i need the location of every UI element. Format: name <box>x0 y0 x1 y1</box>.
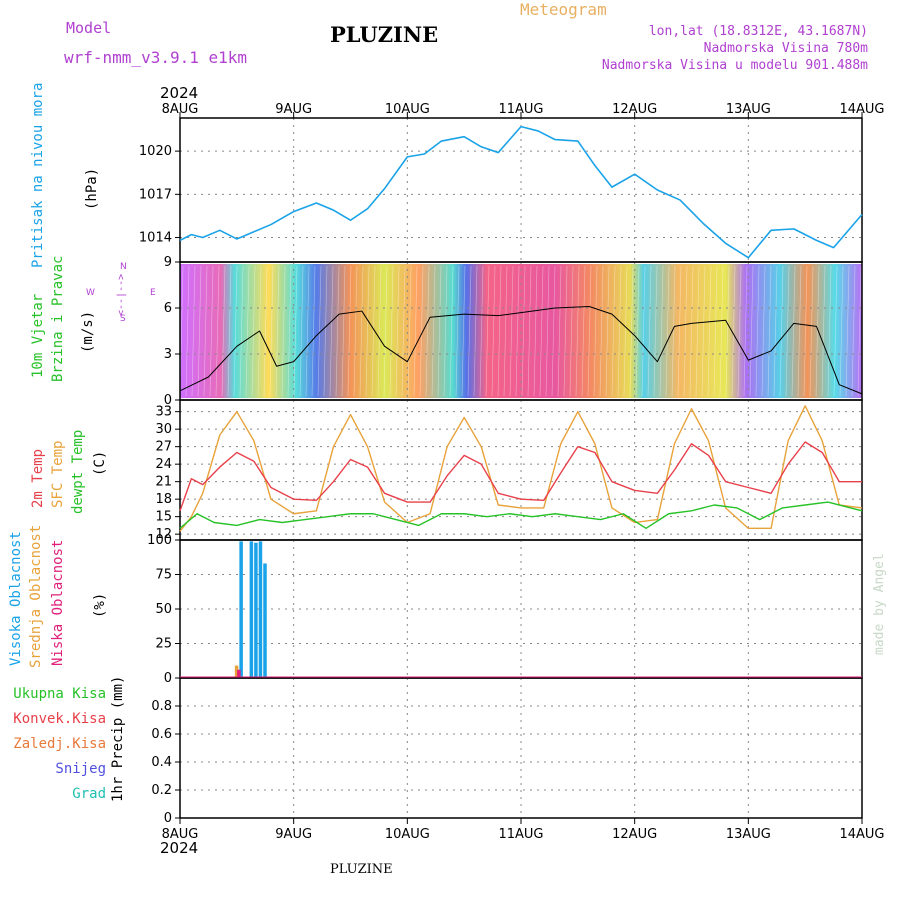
model-altitude-label: Nadmorska Visina u modelu 901.488m <box>601 58 868 73</box>
y-tick-label: 0.2 <box>151 783 172 798</box>
compass-w: W <box>86 288 95 298</box>
y-tick-label: 1020 <box>139 144 172 159</box>
altitude-label: Nadmorska Visina 780m <box>703 41 868 56</box>
y-tick-label: 25 <box>155 637 172 652</box>
cloud-bar <box>249 541 254 677</box>
y-tick-label: 0.6 <box>151 727 172 742</box>
meteogram-label: Meteogram <box>520 0 607 19</box>
year-top: 2024 <box>160 84 199 102</box>
y-tick-label: 12 <box>155 527 172 542</box>
y-tick-label: 24 <box>155 457 172 472</box>
precip-label-3: Zaledj.Kisa <box>13 736 106 752</box>
cloud-bar <box>263 563 267 677</box>
precip-label-4: Snijeg <box>55 761 106 777</box>
date-label-bottom: 11AUG <box>498 827 543 842</box>
y-tick-label: 0 <box>164 811 172 826</box>
y-tick-label: 50 <box>155 602 172 617</box>
compass-n: N <box>120 262 127 272</box>
wind-speed-line <box>179 305 863 395</box>
date-label-bottom: 12AUG <box>612 827 657 842</box>
y-tick-label: 21 <box>155 475 172 490</box>
date-label-bottom: 8AUG <box>162 827 199 842</box>
temp-2m-line <box>179 441 862 512</box>
y-tick-label: 0 <box>164 393 172 408</box>
cloud-bar <box>239 541 243 677</box>
date-label-bottom: 9AUG <box>275 827 312 842</box>
precip-label-5: Grad <box>72 786 106 802</box>
y-tick-label: 75 <box>155 568 172 583</box>
compass-e: E <box>150 288 156 298</box>
y-tick-label: 0 <box>164 671 172 686</box>
y-tick-label: 1014 <box>139 231 172 246</box>
date-label-bottom: 14AUG <box>839 827 884 842</box>
precip-label-1: Ukupna Kisa <box>13 686 106 702</box>
y-tick-label: 9 <box>164 255 172 270</box>
y-tick-label: 0.4 <box>151 755 172 770</box>
date-label-top: 12AUG <box>612 102 657 117</box>
date-label-top: 9AUG <box>275 102 312 117</box>
cloud-bar <box>234 665 239 677</box>
cloud-bar <box>258 541 263 677</box>
compass-s: S <box>120 314 126 324</box>
panel-frame <box>179 539 863 679</box>
y-tick-label: 6 <box>164 301 172 316</box>
station-title: PLUZINE <box>330 22 439 47</box>
date-label-top: 14AUG <box>839 102 884 117</box>
year-bottom: 2024 <box>160 839 199 857</box>
y-tick-label: 15 <box>155 510 172 525</box>
model-name: wrf-nmm_v3.9.1 e1km <box>64 48 248 67</box>
y-tick-label: 33 <box>155 405 172 420</box>
date-label-top: 10AUG <box>385 102 430 117</box>
y-tick-label: 100 <box>147 533 172 548</box>
y-tick-label: 30 <box>155 422 172 437</box>
dewpoint-line <box>179 501 863 530</box>
date-label-bottom: 10AUG <box>385 827 430 842</box>
y-tick-label: 3 <box>164 347 172 362</box>
cloud-bar <box>254 542 258 677</box>
pressure-line <box>179 125 863 259</box>
date-label-top: 11AUG <box>498 102 543 117</box>
y-tick-label: 0.8 <box>151 699 172 714</box>
y-tick-label: 18 <box>155 492 172 507</box>
y-tick-label: 1017 <box>139 187 172 202</box>
date-label-top: 13AUG <box>726 102 771 117</box>
date-label-top: 8AUG <box>162 102 199 117</box>
footer-station: PLUZINE <box>330 862 393 877</box>
cloud-bar <box>237 669 241 677</box>
precip-label-2: Konvek.Kisa <box>13 711 106 727</box>
lonlat-label: lon,lat (18.8312E, 43.1687N) <box>648 24 868 39</box>
model-label: Model <box>66 19 112 37</box>
date-label-bottom: 13AUG <box>726 827 771 842</box>
sfc-temp-line <box>179 405 863 532</box>
y-tick-label: 27 <box>155 440 172 455</box>
